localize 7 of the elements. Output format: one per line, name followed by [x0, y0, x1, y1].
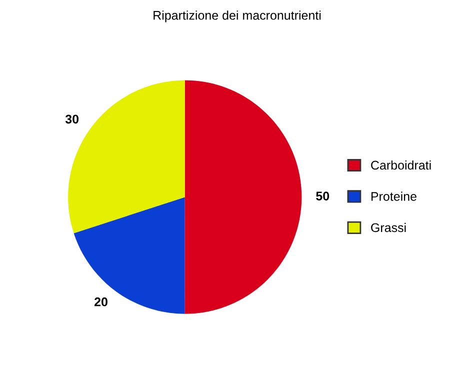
data-label: 50: [316, 192, 330, 200]
legend-label: Carboidrati: [371, 160, 431, 170]
legend-label: Grassi: [371, 222, 406, 232]
legend-label: Proteine: [371, 192, 416, 201]
data-label: 20: [94, 297, 108, 306]
chart-title: Ripartizione dei macronutrienti: [154, 10, 321, 22]
data-label: 30: [65, 114, 79, 124]
